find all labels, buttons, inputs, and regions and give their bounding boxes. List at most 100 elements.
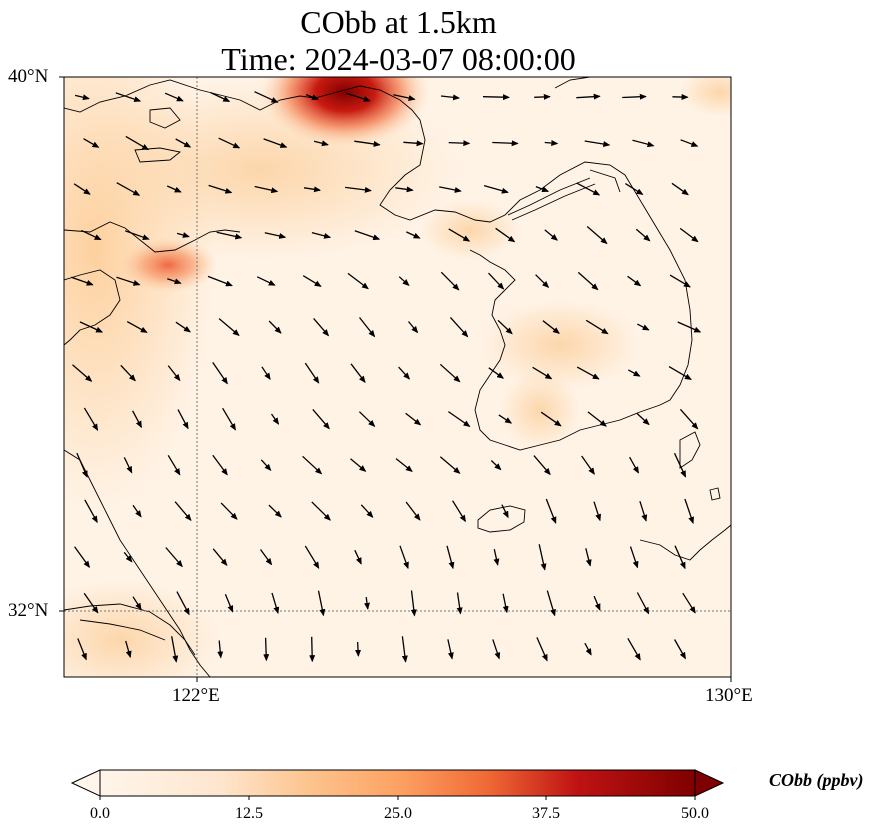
wind-arrow <box>358 317 376 338</box>
wind-arrow <box>175 321 191 333</box>
wind-arrow <box>410 590 417 617</box>
wind-arrow <box>71 276 94 286</box>
wind-arrow <box>345 186 372 193</box>
wind-arrow <box>629 546 639 569</box>
wind-arrow <box>679 227 699 243</box>
wind-arrow <box>495 227 516 243</box>
wind-arrow <box>395 186 414 193</box>
coastlines <box>64 77 731 677</box>
colorbar-bar <box>99 769 696 797</box>
wind-arrow <box>83 138 100 148</box>
wind-arrow <box>312 408 330 430</box>
wind-arrow <box>264 232 287 239</box>
wind-arrow <box>302 455 323 475</box>
wind-arrow <box>546 590 556 617</box>
wind-arrow <box>212 454 228 476</box>
wind-arrow <box>446 545 455 570</box>
wind-arrow <box>268 320 282 334</box>
wind-arrow <box>488 367 505 379</box>
wind-arrow <box>175 138 192 148</box>
wind-arrow <box>125 135 150 151</box>
wind-arrow <box>207 275 233 287</box>
wind-arrow <box>395 458 413 473</box>
colorbar-max-extend <box>694 769 725 797</box>
wind-arrow <box>256 276 276 286</box>
wind-arrow <box>72 364 93 382</box>
wind-arrow <box>581 455 595 475</box>
wind-arrow <box>167 454 181 476</box>
wind-arrow <box>167 278 182 285</box>
lon-tick-label: 130°E <box>705 685 753 706</box>
wind-arrow <box>132 504 142 518</box>
wind-arrow <box>116 276 141 286</box>
wind-arrow <box>492 639 501 660</box>
wind-arrow <box>212 548 228 566</box>
wind-arrow <box>636 413 650 426</box>
wind-arrow <box>540 411 562 427</box>
lon-tick-label: 122°E <box>172 685 220 706</box>
wind-arrow <box>493 549 500 566</box>
wind-arrow <box>439 363 461 383</box>
wind-arrow <box>313 317 330 337</box>
inland-hotspot <box>118 237 218 293</box>
wind-arrow <box>673 452 687 478</box>
wind-arrow <box>627 637 641 661</box>
wind-arrow <box>171 636 179 663</box>
wind-arrow <box>677 321 702 333</box>
wind-arrow <box>123 457 133 474</box>
wind-arrow <box>218 318 240 337</box>
wind-arrow <box>259 549 273 566</box>
wind-arrow <box>440 94 460 101</box>
wind-arrow <box>313 140 329 147</box>
wind-arrow <box>355 642 362 657</box>
wind-arrow <box>488 272 505 290</box>
wind-arrow <box>399 545 409 570</box>
wind-arrow <box>492 140 519 147</box>
wind-arrow <box>398 366 411 380</box>
wind-arrow <box>627 369 641 377</box>
wind-arrow <box>346 92 371 102</box>
wind-arrow <box>584 642 592 656</box>
wind-arrow <box>449 316 469 338</box>
wind-arrow <box>210 92 231 102</box>
wind-arrow <box>585 548 592 567</box>
wind-arrow <box>115 92 142 103</box>
wind-arrow <box>622 93 647 100</box>
wind-arrow <box>360 504 374 518</box>
wind-arrow <box>627 275 642 287</box>
wind-arrow <box>448 228 471 242</box>
wind-arrow <box>637 323 650 331</box>
wind-arrow <box>222 407 236 431</box>
wind-arrow <box>406 231 421 239</box>
axis-ticks <box>59 76 732 682</box>
wind-arrow <box>164 92 184 102</box>
wind-arrow <box>629 456 639 474</box>
map-frame <box>63 76 732 678</box>
wind-arrow <box>167 365 181 382</box>
wind-arrow <box>545 498 557 524</box>
wind-arrow <box>533 455 551 476</box>
wind-arrow <box>218 137 241 149</box>
wind-arrow <box>636 592 650 615</box>
wind-arrow <box>354 140 381 147</box>
wind-arrow <box>536 637 548 662</box>
map-title-line2: Time: 2024-03-07 08:00:00 <box>221 41 576 77</box>
wind-arrow <box>125 640 132 659</box>
wind-arrow <box>668 366 692 380</box>
wind-arrow <box>132 410 142 429</box>
wind-arrow <box>74 546 90 569</box>
wind-arrow <box>263 637 270 662</box>
wind-arrow <box>680 139 699 147</box>
wind-arrow <box>83 407 99 431</box>
wind-arrow <box>123 551 133 563</box>
wind-arrow <box>669 274 691 288</box>
wind-arrow <box>576 366 600 380</box>
gridlines <box>64 77 731 677</box>
wind-arrow <box>401 636 408 663</box>
wind-arrow <box>263 138 288 148</box>
wind-arrow <box>405 501 421 521</box>
wind-arrow <box>304 545 320 569</box>
wind-arrow <box>584 140 611 147</box>
colorbar-tick-label: 0.0 <box>90 805 110 822</box>
